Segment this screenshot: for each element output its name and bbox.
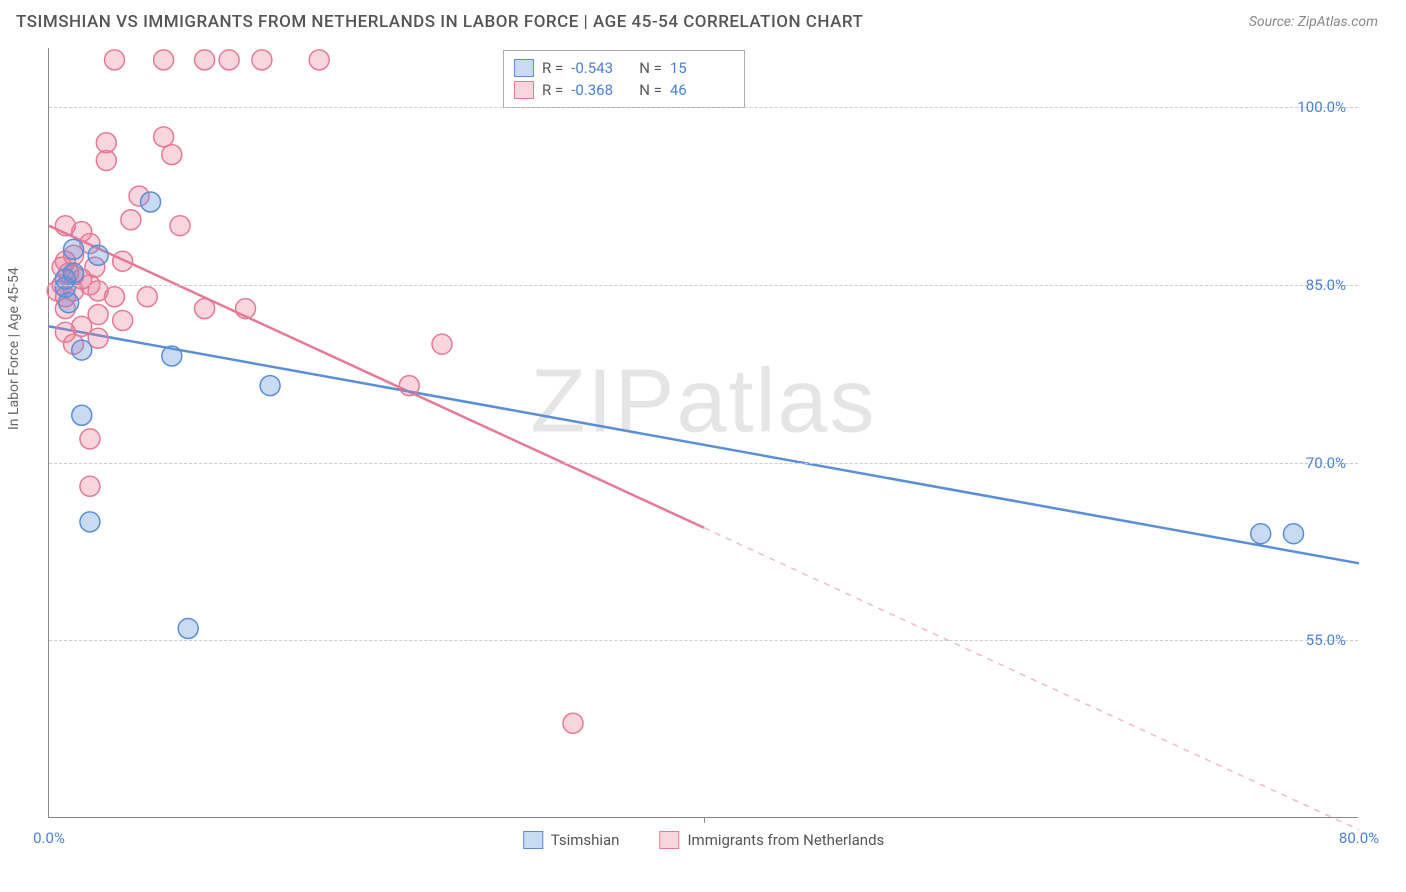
stats-row-pink: R = -0.368 N = 46 (514, 79, 730, 101)
data-point (432, 334, 452, 354)
data-point (154, 127, 174, 147)
legend-label-pink: Immigrants from Netherlands (687, 831, 884, 849)
x-tick-label: 80.0% (1339, 829, 1379, 847)
x-tick-label: 0.0% (33, 829, 65, 847)
data-point (1251, 524, 1271, 544)
data-point (96, 133, 116, 153)
data-point (121, 210, 141, 230)
n-label: N = (639, 59, 662, 77)
data-point (141, 192, 161, 212)
y-axis-label: In Labor Force | Age 45-54 (6, 267, 22, 430)
x-tick-mark (704, 817, 705, 823)
data-point (178, 618, 198, 638)
data-point (105, 287, 125, 307)
chart-header: TSIMSHIAN VS IMMIGRANTS FROM NETHERLANDS… (0, 0, 1406, 40)
data-point (80, 476, 100, 496)
chart-plot-area: ZIPatlas R = -0.543 N = 15 R = -0.368 N … (48, 48, 1358, 818)
y-tick-label: 100.0% (1297, 98, 1346, 116)
data-point (236, 299, 256, 319)
data-point (113, 251, 133, 271)
data-point (399, 376, 419, 396)
r-label: R = (542, 81, 563, 99)
gridline-h (49, 285, 1358, 286)
stats-box: R = -0.543 N = 15 R = -0.368 N = 46 (503, 50, 745, 108)
data-point (219, 50, 239, 70)
data-point (154, 50, 174, 70)
n-value-pink: 46 (670, 81, 730, 99)
data-point (64, 263, 84, 283)
data-point (1284, 524, 1304, 544)
plot-svg (49, 48, 1358, 817)
data-point (72, 405, 92, 425)
data-point (113, 310, 133, 330)
data-point (563, 713, 583, 733)
legend-item-pink: Immigrants from Netherlands (659, 831, 884, 849)
legend-item-blue: Tsimshian (523, 831, 620, 849)
data-point (137, 287, 157, 307)
y-tick-label: 55.0% (1306, 631, 1346, 649)
chart-title: TSIMSHIAN VS IMMIGRANTS FROM NETHERLANDS… (16, 12, 863, 32)
data-point (195, 50, 215, 70)
swatch-blue-icon (514, 59, 534, 77)
r-label: R = (542, 59, 563, 77)
data-point (162, 145, 182, 165)
legend: Tsimshian Immigrants from Netherlands (523, 831, 885, 849)
legend-label-blue: Tsimshian (551, 831, 620, 849)
data-point (309, 50, 329, 70)
data-point (72, 340, 92, 360)
legend-swatch-blue-icon (523, 831, 543, 849)
data-point (64, 239, 84, 259)
legend-swatch-pink-icon (659, 831, 679, 849)
y-tick-label: 85.0% (1306, 276, 1346, 294)
data-point (195, 299, 215, 319)
source-label: Source: ZipAtlas.com (1249, 14, 1378, 30)
trend-line-extension (704, 528, 1359, 830)
data-point (252, 50, 272, 70)
y-tick-label: 70.0% (1306, 454, 1346, 472)
gridline-h (49, 463, 1358, 464)
r-value-pink: -0.368 (571, 81, 631, 99)
data-point (162, 346, 182, 366)
gridline-h (49, 107, 1358, 108)
swatch-pink-icon (514, 81, 534, 99)
gridline-h (49, 640, 1358, 641)
data-point (260, 376, 280, 396)
data-point (80, 429, 100, 449)
r-value-blue: -0.543 (571, 59, 631, 77)
n-value-blue: 15 (670, 59, 730, 77)
data-point (80, 512, 100, 532)
data-point (105, 50, 125, 70)
stats-row-blue: R = -0.543 N = 15 (514, 57, 730, 79)
data-point (88, 245, 108, 265)
data-point (96, 151, 116, 171)
data-point (170, 216, 190, 236)
n-label: N = (639, 81, 662, 99)
trend-line (49, 226, 704, 528)
